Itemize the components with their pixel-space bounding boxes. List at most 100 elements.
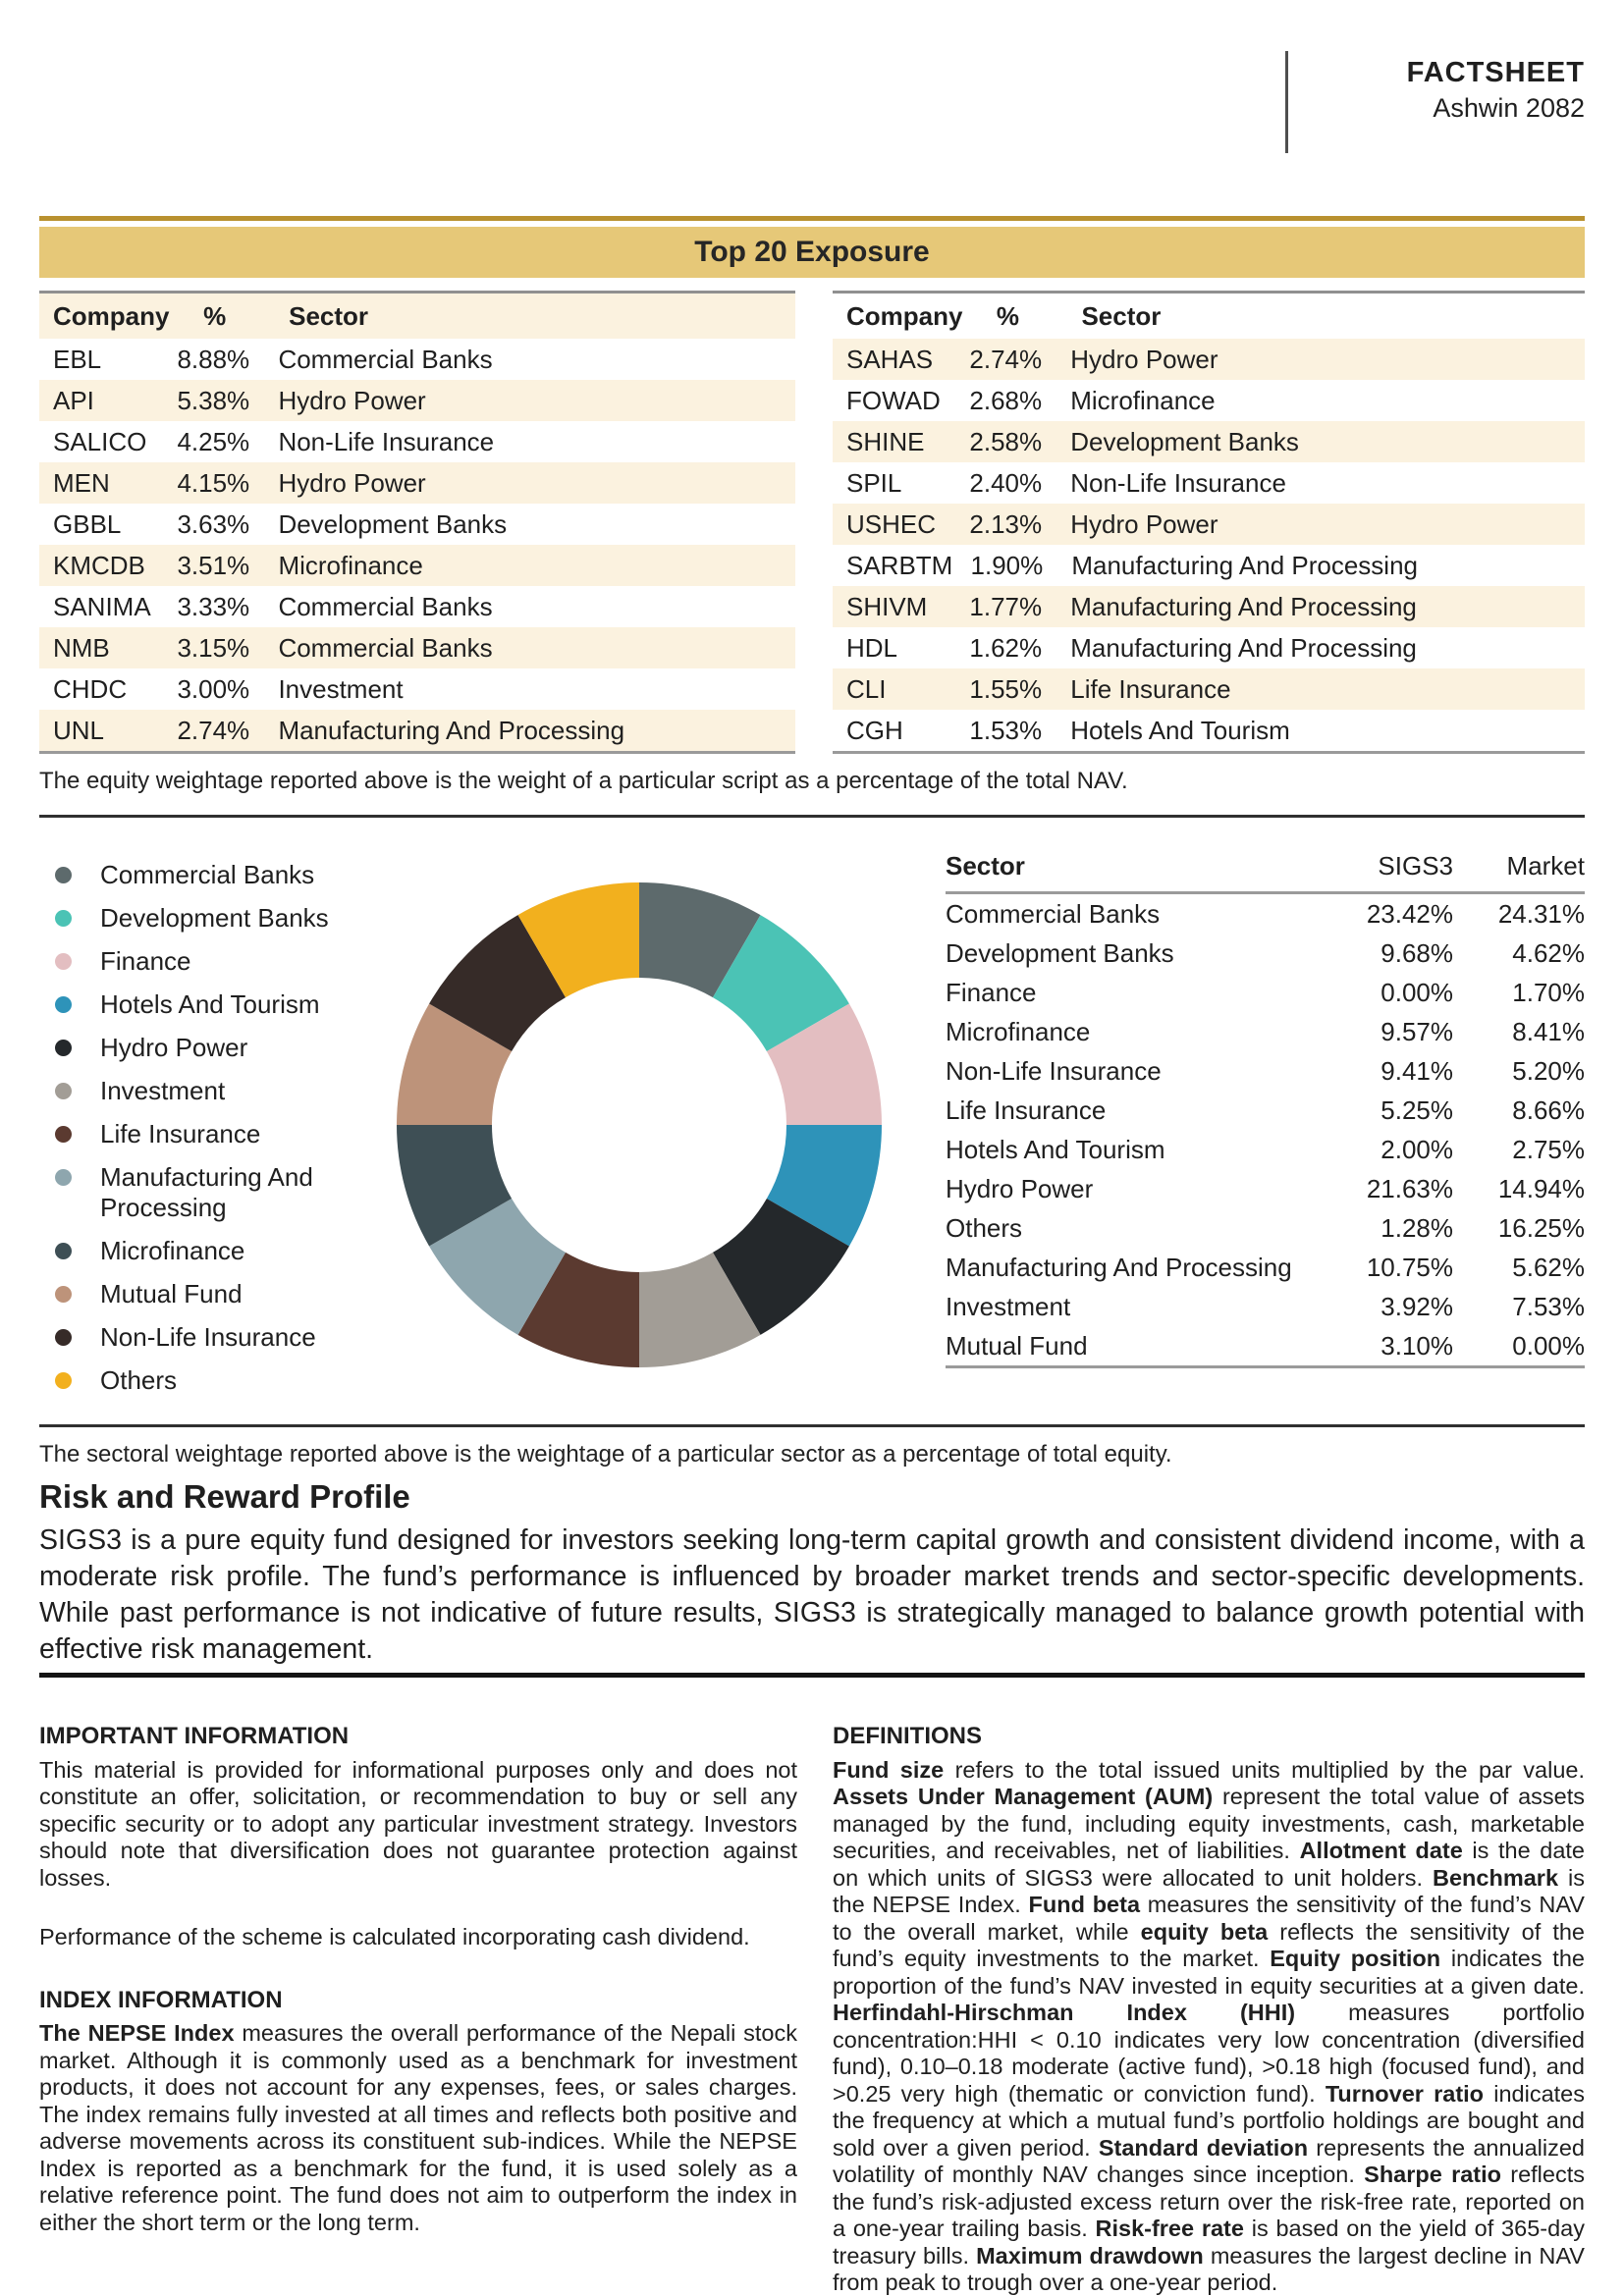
company-cell: GBBL (53, 508, 122, 539)
sigs3-cell: 9.57% (1380, 1016, 1453, 1046)
index-information-heading: INDEX INFORMATION (39, 1986, 283, 2013)
definition-term: Assets Under Management (AUM) (833, 1784, 1214, 1809)
percent-cell: 4.15% (177, 467, 250, 498)
legend-label: Hotels And Tourism (100, 989, 320, 1019)
performance-note: Performance of the scheme is calculated … (39, 1924, 750, 1949)
legend-item: Investment (55, 1076, 394, 1106)
sector-cell: Hotels And Tourism (946, 1134, 1165, 1164)
percent-cell: 4.25% (177, 426, 250, 456)
market-cell: 0.00% (1512, 1330, 1585, 1361)
legend-item: Finance (55, 946, 394, 977)
percent-cell: 1.53% (969, 715, 1043, 745)
sector-cell: Life Insurance (1070, 673, 1231, 704)
legend-label: Commercial Banks (100, 860, 315, 889)
sigs3-cell: 1.28% (1380, 1212, 1453, 1243)
index-information-body: The NEPSE Index measures the overall per… (39, 2020, 797, 2235)
sector-cell: Manufacturing And Processing (946, 1252, 1292, 1282)
percent-cell: 3.33% (177, 591, 250, 621)
sector-cell: Manufacturing And Processing (1071, 550, 1418, 580)
sector-cell: Microfinance (1070, 385, 1216, 415)
legend-item: Hotels And Tourism (55, 989, 394, 1020)
sector-cell: Development Banks (946, 937, 1174, 968)
legend-item: Hydro Power (55, 1033, 394, 1063)
table-row: SAHAS 2.74% Hydro Power (833, 339, 1585, 380)
legend-swatch-icon (55, 1372, 72, 1389)
sector-table-row: Microfinance 9.57% 8.41% (946, 1012, 1585, 1051)
market-cell: 4.62% (1512, 937, 1585, 968)
legend-item: Manufacturing And Processing (55, 1162, 394, 1223)
company-cell: CHDC (53, 673, 128, 704)
table-row: EBL 8.88% Commercial Banks (39, 339, 795, 380)
important-information-column: IMPORTANT INFORMATION This material is p… (39, 1723, 797, 2236)
company-cell: EBL (53, 344, 102, 374)
important-information-body: This material is provided for informatio… (39, 1756, 797, 1891)
sector-cell: Hydro Power (278, 467, 426, 498)
sector-donut-chart (397, 882, 882, 1367)
legend-swatch-icon (55, 1083, 72, 1099)
header-divider (1285, 51, 1288, 153)
sector-table-row: Non-Life Insurance 9.41% 5.20% (946, 1051, 1585, 1091)
percent-cell: 3.00% (177, 673, 250, 704)
sector-table-row: Life Insurance 5.25% 8.66% (946, 1091, 1585, 1130)
definitions-heading: DEFINITIONS (833, 1723, 983, 1749)
top20-title-bar: Top 20 Exposure (39, 227, 1585, 278)
market-cell: 16.25% (1497, 1212, 1585, 1243)
top20-table-left: Company% Sector EBL 8.88% Commercial Banks AP… (39, 291, 795, 754)
table-row: GBBL 3.63% Development Banks (39, 504, 795, 545)
legend-swatch-icon (55, 867, 72, 883)
company-cell: FOWAD (846, 385, 941, 415)
header-sector-cell: Sector (1081, 300, 1162, 331)
sector-cell: Commercial Banks (278, 591, 493, 621)
percent-cell: 2.74% (969, 344, 1043, 374)
company-cell: NMB (53, 632, 110, 663)
legend-item: Commercial Banks (55, 860, 394, 890)
definition-term: Benchmark (1433, 1864, 1559, 1891)
header-percent-cell: % (203, 300, 227, 331)
sector-table-row: Hydro Power 21.63% 14.94% (946, 1169, 1585, 1208)
header-company-cell: Company (53, 300, 170, 331)
company-cell: SPIL (846, 467, 902, 498)
sector-table-row: Finance 0.00% 1.70% (946, 973, 1585, 1012)
table-row: SPIL 2.40% Non-Life Insurance (833, 462, 1585, 504)
market-column-header: Market (1506, 850, 1585, 881)
donut-segment-commercial-banks (639, 882, 761, 998)
sector-table-row: Investment 3.92% 7.53% (946, 1287, 1585, 1326)
definition-term: Maximum drawdown (976, 2242, 1204, 2269)
sector-cell: Non-Life Insurance (1070, 467, 1286, 498)
percent-cell: 2.13% (969, 508, 1043, 539)
definition-term: Herfindahl-Hirschman Index (HHI) (833, 2000, 1296, 2025)
definition-term: equity beta (1140, 1918, 1269, 1945)
company-cell: SANIMA (53, 591, 151, 621)
percent-cell: 1.55% (969, 673, 1043, 704)
legend-label: Finance (100, 946, 191, 976)
market-cell: 8.41% (1512, 1016, 1585, 1046)
sector-cell: Finance (946, 977, 1037, 1007)
sigs3-cell: 3.92% (1380, 1291, 1453, 1321)
sigs3-cell: 9.68% (1380, 937, 1453, 968)
legend-swatch-icon (55, 1169, 72, 1186)
company-cell: API (53, 385, 94, 415)
sector-cell: Hydro Power (1070, 508, 1218, 539)
legend-item: Development Banks (55, 903, 394, 934)
sector-cell: Manufacturing And Processing (1070, 591, 1417, 621)
sector-cell: Investment (946, 1291, 1071, 1321)
sigs3-cell: 9.41% (1380, 1055, 1453, 1086)
legend-label: Microfinance (100, 1236, 245, 1265)
legend-label: Non-Life Insurance (100, 1322, 316, 1352)
table-row: HDL 1.62% Manufacturing And Processing (833, 627, 1585, 668)
header-percent-cell: % (996, 300, 1019, 331)
donut-segment-hotels-and-tourism (766, 1125, 882, 1247)
donut-segment-others (517, 882, 639, 998)
equity-weightage-footnote: The equity weightage reported above is t… (39, 768, 1128, 794)
legend-label: Development Banks (100, 903, 329, 933)
company-cell: CGH (846, 715, 903, 745)
sigs3-cell: 2.00% (1380, 1134, 1453, 1164)
sector-table-header-row: Sector SIGS3 Market (946, 840, 1585, 894)
table-row: SHINE 2.58% Development Banks (833, 421, 1585, 462)
definition-term: Equity position (1270, 1946, 1441, 1971)
sigs3-column-header: SIGS3 (1378, 850, 1453, 881)
company-cell: USHEC (846, 508, 937, 539)
sigs3-cell: 5.25% (1380, 1095, 1453, 1125)
sectoral-weightage-footnote: The sectoral weightage reported above is… (39, 1441, 1172, 1468)
percent-cell: 1.77% (969, 591, 1043, 621)
